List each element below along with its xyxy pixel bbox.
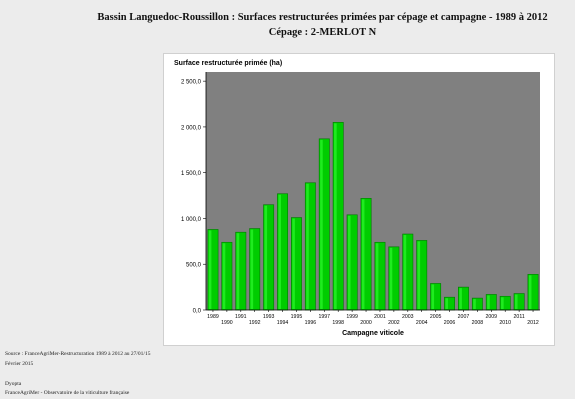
x-tick-label: 1993 [263, 314, 275, 320]
bar-highlight [431, 284, 435, 309]
x-tick-label: 2002 [388, 320, 400, 326]
y-axis-label: Surface restructurée primée (ha) [174, 60, 282, 67]
bar-highlight [389, 247, 393, 309]
x-axis: 1989199019911992199319941995199619971998… [206, 309, 540, 326]
footer-org: Dyopta [5, 381, 22, 387]
x-tick-label: 1996 [305, 320, 317, 326]
footer-date: Février 2015 [5, 361, 34, 367]
y-tick-label: 2 500,0 [181, 80, 202, 86]
y-tick-label: 2 000,0 [181, 125, 202, 131]
chart-panel: Surface restructurée primée (ha) 0,0 500,… [163, 53, 555, 346]
x-tick-label: 1990 [221, 320, 233, 326]
x-tick-label: 2008 [472, 320, 484, 326]
bar-highlight [347, 215, 351, 309]
chart-title-line1: Bassin Languedoc-Roussillon : Surfaces r… [97, 12, 548, 23]
bar-highlight [222, 243, 226, 309]
bar-highlight [459, 288, 462, 309]
bar-highlight [236, 233, 240, 309]
bar-highlight [306, 183, 309, 309]
bar-highlight [264, 205, 268, 309]
x-tick-label: 2009 [486, 314, 498, 320]
y-tick-label: 0,0 [193, 309, 202, 315]
x-tick-label: 1994 [277, 320, 289, 326]
x-tick-label: 2006 [444, 320, 456, 326]
bar-highlight [334, 123, 337, 309]
footer-source: Source : FranceAgriMer-Restructuration 1… [5, 351, 151, 357]
x-tick-label: 2001 [374, 314, 386, 320]
x-tick-label: 2012 [527, 320, 539, 326]
x-tick-label: 2003 [402, 314, 414, 320]
bar-highlight [528, 275, 532, 309]
x-tick-label: 1989 [207, 314, 219, 320]
bar-highlight [361, 199, 365, 309]
plot-area [206, 72, 540, 310]
x-tick-label: 1998 [332, 320, 344, 326]
y-tick-label: 500,0 [186, 263, 202, 269]
bar-series [207, 122, 539, 311]
bar-highlight [417, 241, 421, 309]
bar-highlight [292, 218, 295, 309]
x-tick-label: 2000 [360, 320, 372, 326]
bar-highlight [501, 297, 504, 309]
x-tick-label: 2010 [499, 320, 511, 326]
bar-highlight [487, 295, 490, 309]
bar-highlight [250, 229, 254, 309]
bar-chart: Surface restructurée primée (ha) 0,0 500,… [174, 60, 540, 337]
bar-highlight [403, 235, 407, 309]
x-axis-label: Campagne viticole [342, 330, 404, 337]
x-tick-label: 2011 [514, 314, 525, 320]
x-tick-label: 2004 [416, 320, 428, 326]
bar-highlight [208, 230, 212, 309]
bar-highlight [473, 299, 476, 309]
y-tick-label: 1 000,0 [181, 217, 202, 223]
footer-observatory: FranceAgriMer - Observatoire de la vitic… [5, 390, 130, 396]
x-tick-label: 1991 [235, 314, 247, 320]
bar-highlight [445, 298, 448, 309]
bar-highlight [375, 243, 379, 309]
bar-highlight [320, 139, 323, 309]
x-tick-label: 2005 [430, 314, 442, 320]
y-tick-label: 1 500,0 [181, 171, 202, 177]
bar-highlight [278, 194, 281, 309]
bar-highlight [514, 294, 518, 309]
x-tick-label: 1992 [249, 320, 261, 326]
x-tick-label: 1995 [291, 314, 303, 320]
chart-title-line2: Cépage : 2-MERLOT N [268, 27, 377, 38]
y-axis: 0,0 500,0 1 000,0 1 500,0 2 000,0 2 500,0 [181, 72, 207, 315]
x-tick-label: 1997 [319, 314, 331, 320]
x-tick-label: 1999 [346, 314, 358, 320]
x-tick-label: 2007 [458, 314, 470, 320]
